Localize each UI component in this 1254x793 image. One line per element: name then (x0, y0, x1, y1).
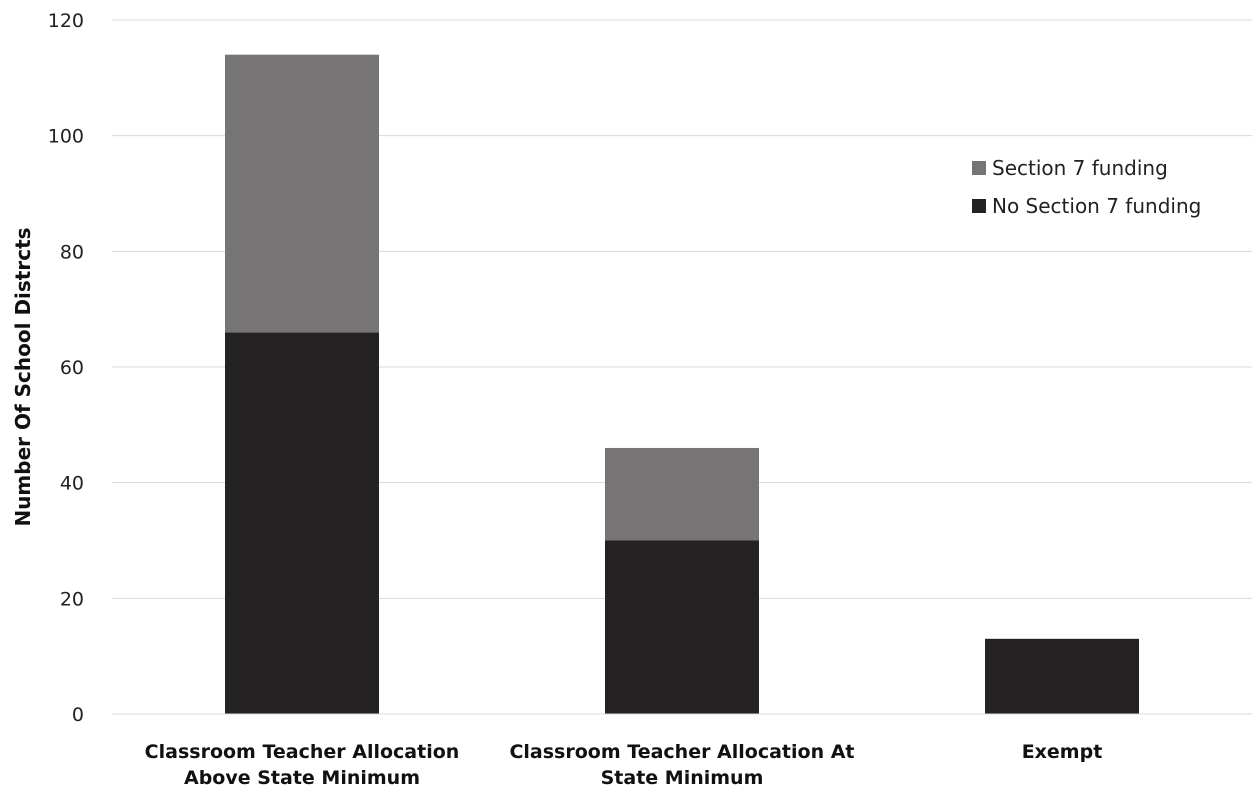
y-tick-label-60: 60 (60, 357, 84, 379)
bar-section7-0 (225, 54, 379, 333)
bar-section7-1 (605, 447, 759, 541)
legend-label-section7: Section 7 funding (992, 156, 1168, 180)
legend-label-no-section7: No Section 7 funding (992, 194, 1201, 218)
y-tick-label-20: 20 (60, 588, 84, 610)
bars (225, 54, 1139, 714)
bar-no-section7-1 (605, 540, 759, 714)
bar-no-section7-0 (225, 332, 379, 714)
y-tick-label-100: 100 (48, 126, 84, 148)
y-tick-label-120: 120 (48, 10, 84, 32)
x-category-label-1: Classroom Teacher Allocation At State Min… (509, 741, 854, 789)
bar-no-section7-2 (985, 638, 1139, 714)
y-tick-label-40: 40 (60, 473, 84, 495)
y-axis-ticks: 0 20 40 60 80 100 120 (48, 10, 84, 726)
legend: Section 7 funding No Section 7 funding (972, 156, 1201, 218)
legend-swatch-no-section7 (972, 199, 986, 213)
x-category-label-0: Classroom Teacher Allocation Above State … (145, 741, 460, 789)
x-axis-categories: Classroom Teacher Allocation Above State … (145, 741, 1103, 789)
x-category-label-2: Exempt (1022, 741, 1103, 763)
y-tick-label-0: 0 (72, 704, 84, 726)
y-axis-label: Number Of School Distrcts (11, 227, 35, 526)
y-tick-label-80: 80 (60, 241, 84, 263)
legend-swatch-section7 (972, 161, 986, 175)
